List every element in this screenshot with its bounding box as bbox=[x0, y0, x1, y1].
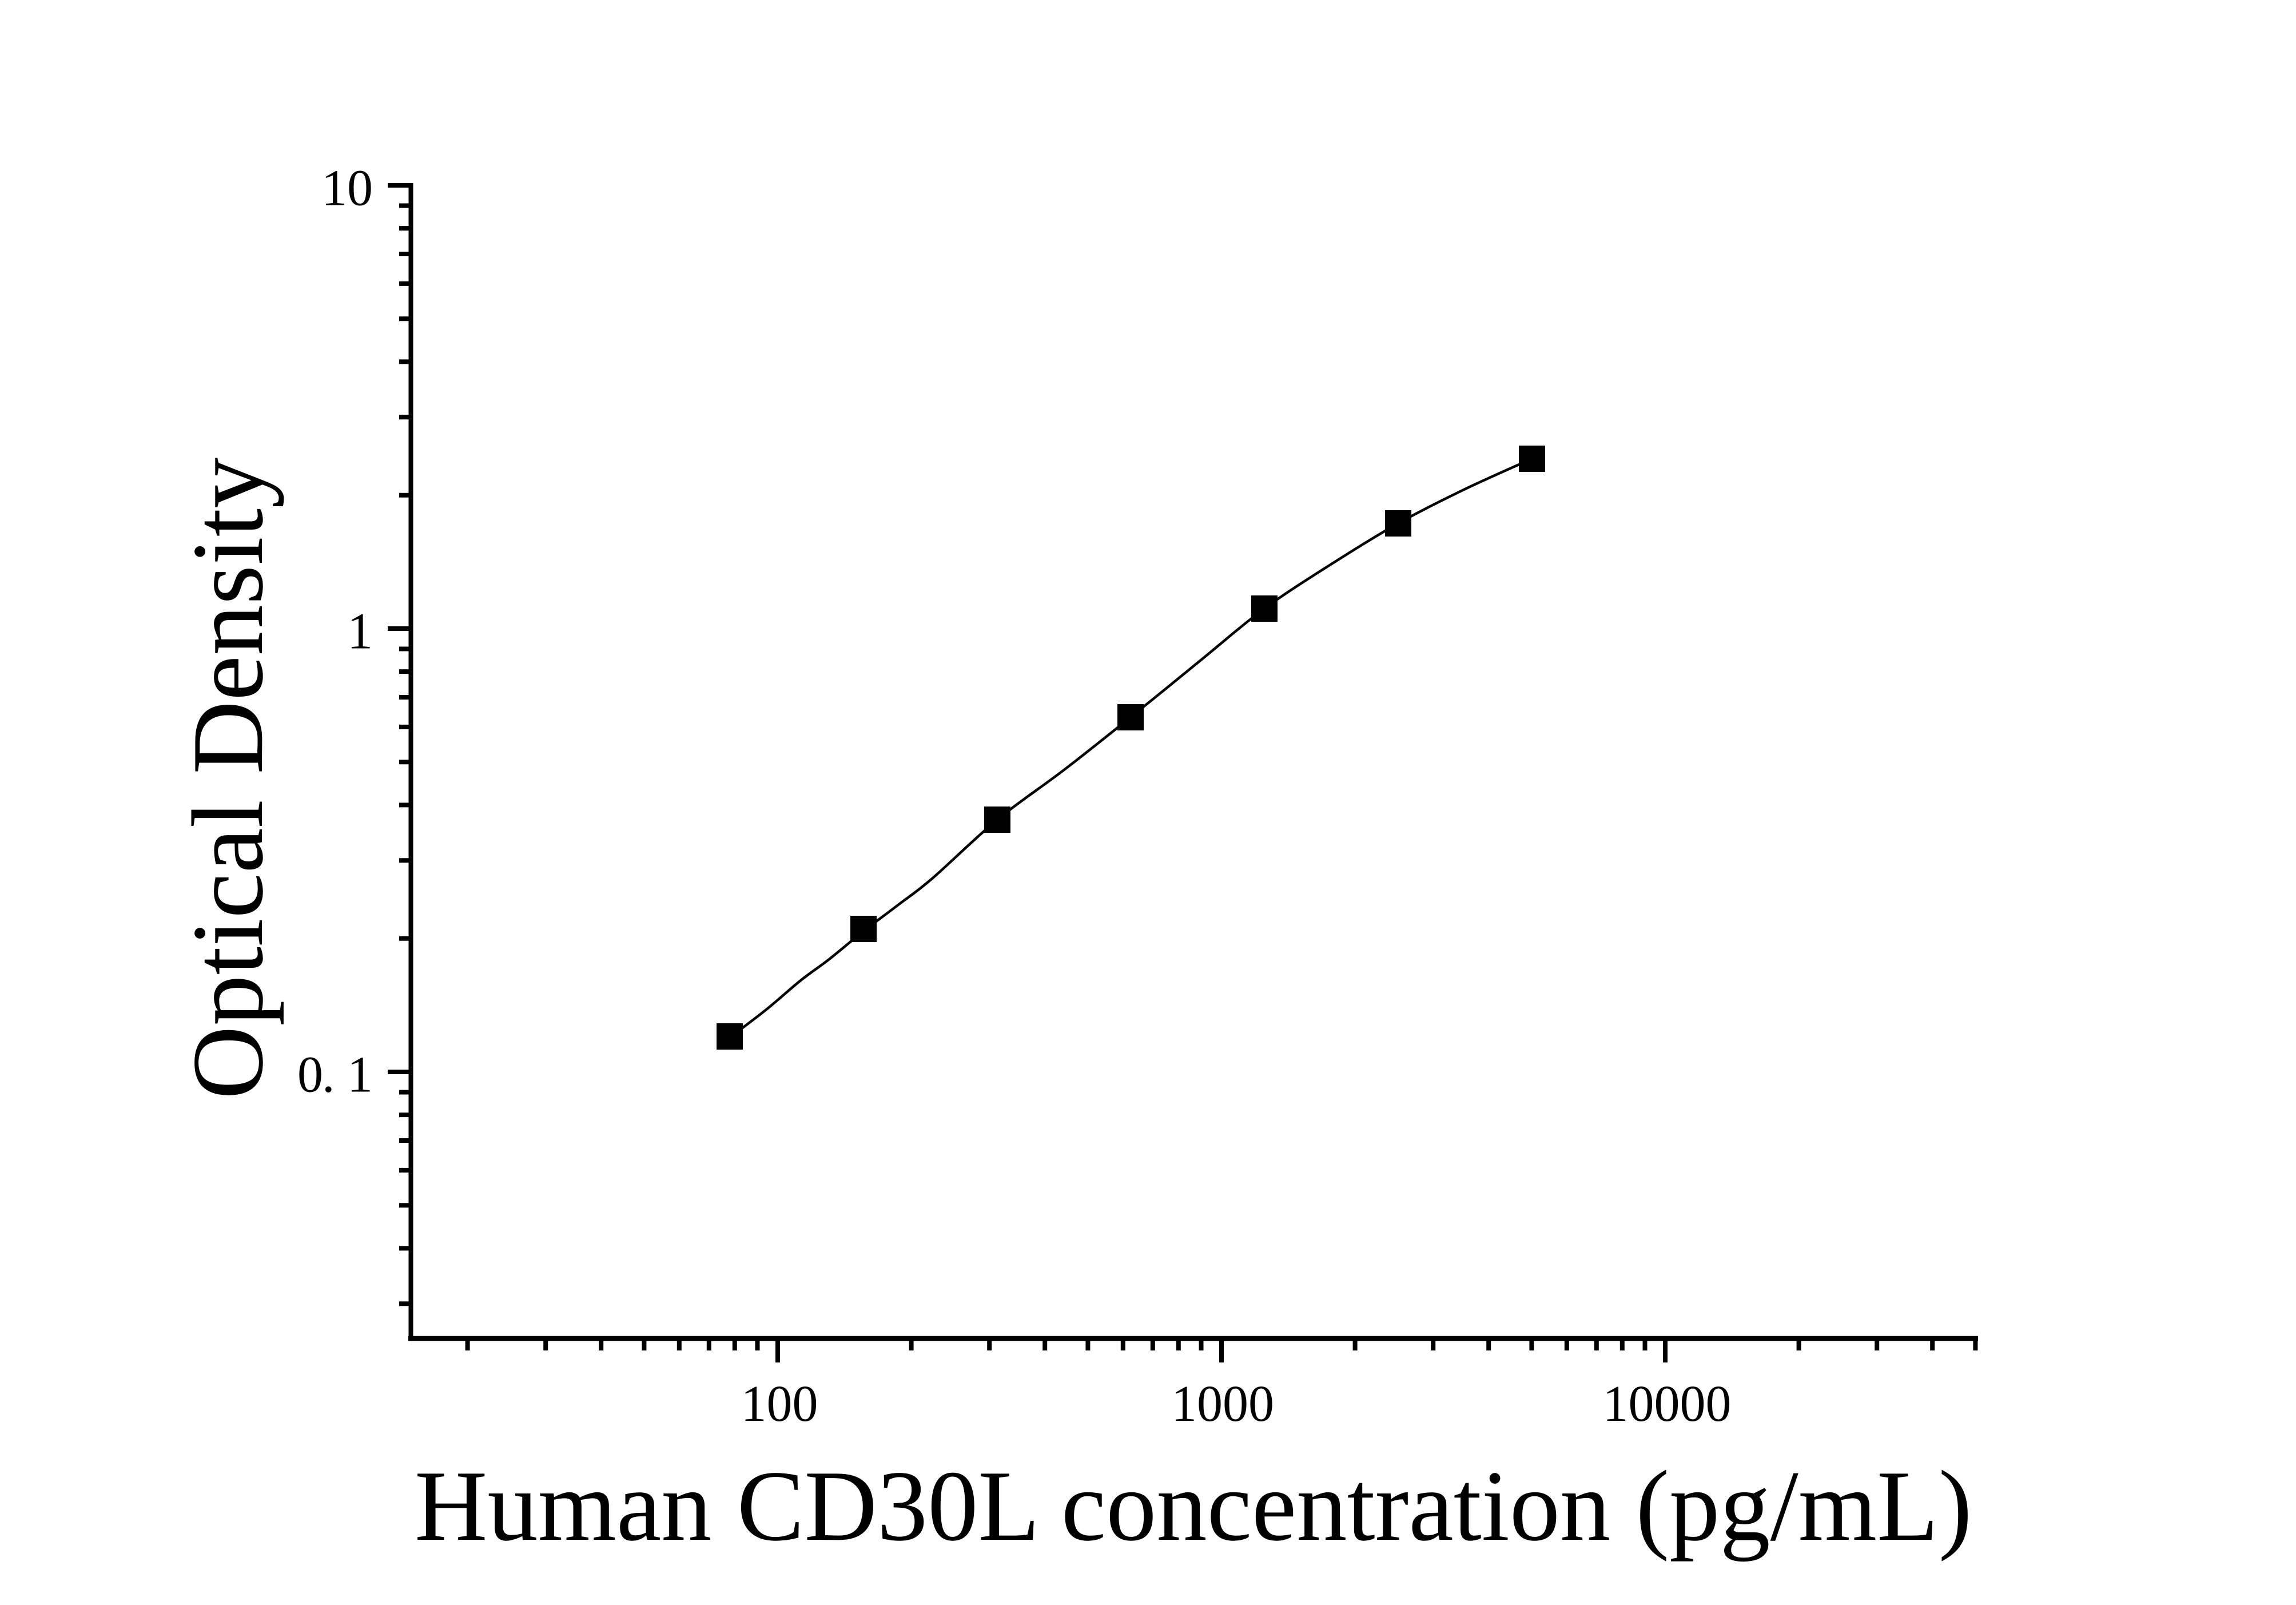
svg-text:100: 100 bbox=[741, 1376, 818, 1432]
svg-text:1000: 1000 bbox=[1171, 1376, 1274, 1432]
svg-text:1: 1 bbox=[347, 1047, 373, 1103]
svg-text:Human CD30L concentration (pg/: Human CD30L concentration (pg/mL) bbox=[415, 1451, 1972, 1562]
svg-text:Optical Density: Optical Density bbox=[171, 458, 284, 1099]
svg-text:0: 0 bbox=[297, 1047, 323, 1103]
svg-text:10: 10 bbox=[321, 160, 373, 217]
svg-text:.: . bbox=[322, 1047, 335, 1103]
svg-text:10000: 10000 bbox=[1603, 1376, 1732, 1432]
svg-text:1: 1 bbox=[347, 603, 373, 660]
